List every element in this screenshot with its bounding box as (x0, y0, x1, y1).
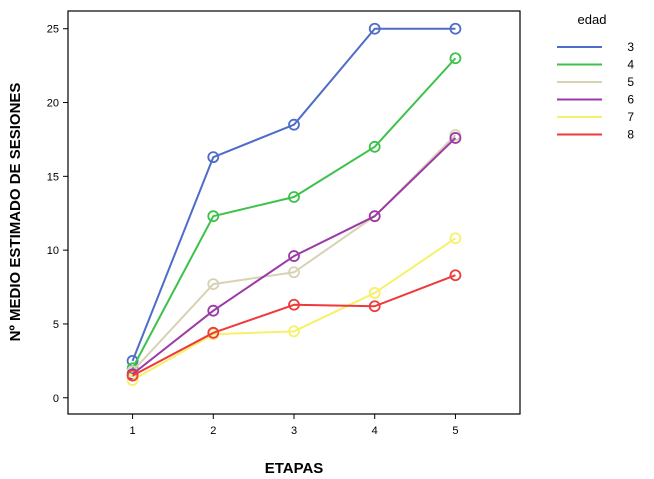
legend-item: 7 (557, 110, 634, 124)
data-point (207, 210, 220, 223)
y-tick-label: 20 (47, 98, 59, 110)
series-line (131, 57, 457, 369)
legend-label: 6 (627, 93, 634, 107)
series-line (131, 137, 457, 375)
data-point (368, 210, 381, 223)
legend-title: edad (578, 12, 607, 27)
data-point (207, 326, 220, 339)
series-7 (126, 232, 462, 386)
data-point (449, 232, 462, 245)
data-point (288, 298, 300, 311)
y-tick-label: 15 (47, 171, 59, 183)
legend-label: 7 (627, 110, 634, 124)
legend-label: 8 (627, 128, 634, 142)
legend-item: 5 (557, 75, 634, 89)
x-tick-label: 4 (372, 425, 378, 437)
data-point (368, 287, 381, 299)
legend-item: 3 (557, 40, 634, 54)
legend: edad 3 4 5 6 7 8 (557, 12, 634, 142)
data-point (449, 269, 462, 282)
y-tick-label: 10 (47, 245, 59, 257)
data-point (288, 118, 300, 131)
data-point (368, 300, 381, 313)
x-tick-label: 5 (452, 425, 458, 437)
data-point (368, 140, 381, 153)
x-tick-label: 2 (210, 425, 216, 437)
data-point (288, 266, 300, 279)
legend-item: 8 (557, 128, 634, 142)
series-line (132, 237, 456, 381)
legend-label: 4 (627, 58, 634, 72)
data-point (449, 132, 462, 144)
x-tick-label: 1 (130, 425, 136, 437)
y-tick-label: 25 (47, 24, 59, 36)
data-point (288, 325, 300, 338)
x-axis-title: ETAPAS (265, 460, 324, 477)
data-point (126, 369, 139, 382)
data-point (288, 250, 300, 262)
data-point (207, 151, 220, 164)
data-point (368, 22, 381, 35)
data-point (207, 304, 220, 317)
series-8 (126, 269, 462, 382)
axes: 0 5 10 15 20 25 1 2 3 4 5 (47, 24, 459, 437)
data-point (207, 278, 220, 290)
data-point (449, 52, 462, 65)
legend-label: 5 (627, 75, 634, 89)
x-tick-label: 3 (291, 425, 297, 437)
series-layer (126, 22, 462, 386)
legend-item: 6 (557, 93, 634, 107)
legend-label: 3 (627, 40, 634, 54)
y-tick-label: 5 (53, 319, 59, 331)
y-axis-title: Nº MEDIO ESTIMADO DE SESIONES (7, 83, 24, 342)
series-line (132, 274, 456, 377)
legend-item: 4 (557, 58, 634, 72)
y-tick-label: 0 (53, 393, 59, 405)
data-point (449, 22, 462, 35)
series-line (131, 27, 456, 362)
data-point (288, 191, 300, 203)
